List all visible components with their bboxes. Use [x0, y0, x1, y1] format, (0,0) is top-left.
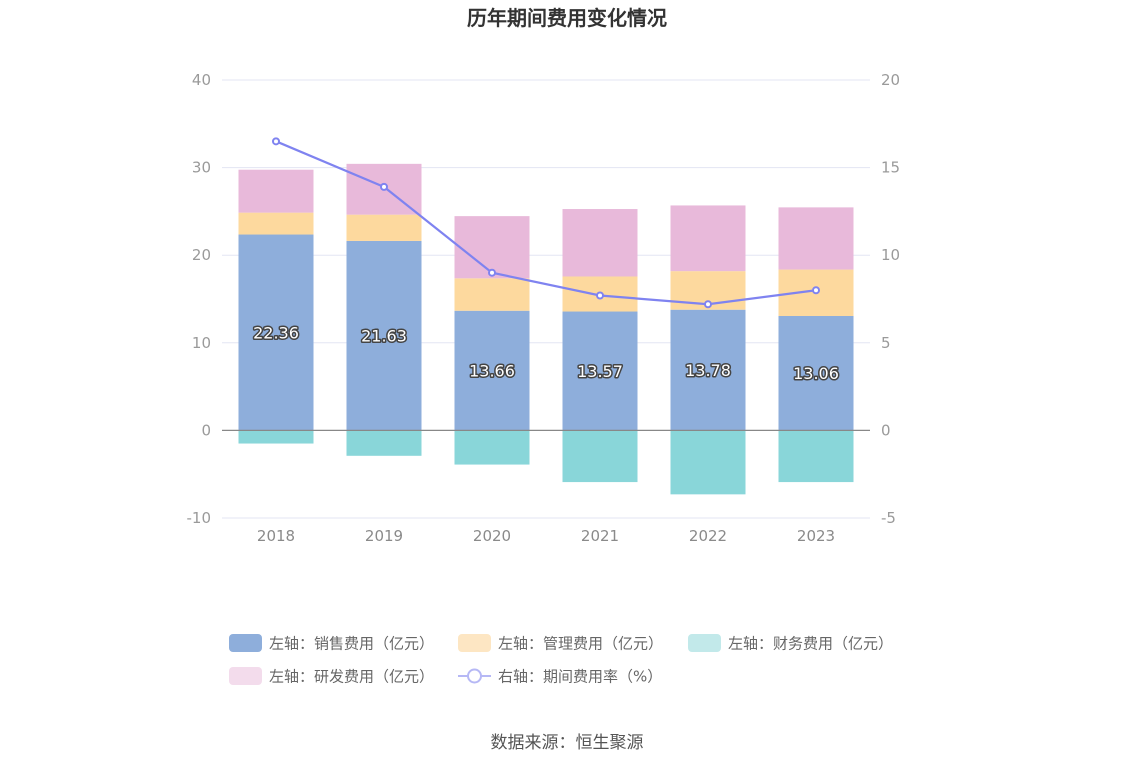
right-axis-ticks: -5 0 5 10 15 20 [881, 71, 900, 527]
rd-expense-bar [562, 209, 638, 277]
legend-item: 右轴：期间费用率（%） [458, 668, 662, 686]
sales-expense-bar [238, 234, 314, 431]
finance-expense-bar [346, 430, 422, 456]
rate-line [275, 140, 817, 306]
sales-expense-bar [346, 240, 422, 431]
x-tick-label: 2018 [257, 527, 295, 545]
legend-item: 左轴：管理费用（亿元） [458, 634, 663, 653]
sales-expense-bar [670, 309, 746, 431]
right-tick-label: 5 [881, 334, 891, 352]
bar-value-label: 13.66 [469, 362, 515, 381]
sales-expense-bar [778, 315, 854, 431]
finance-expense-bar [454, 430, 530, 465]
left-tick-label: 30 [192, 159, 211, 177]
sales-expense-bar [454, 310, 530, 431]
rd-expense-bar [778, 207, 854, 270]
left-axis-ticks: -10 0 10 20 30 40 [187, 71, 212, 527]
admin-expense-bar [346, 214, 422, 241]
legend-item: 左轴：研发费用（亿元） [229, 667, 434, 686]
finance-expense-bar [778, 430, 854, 483]
legend-swatch [229, 634, 262, 652]
expense-rate-line [272, 137, 820, 309]
admin-expense-bar [238, 212, 314, 235]
legend-label: 左轴：研发费用（亿元） [269, 668, 434, 686]
finance-expense-bar [238, 430, 314, 444]
right-tick-label: 20 [881, 71, 900, 89]
x-tick-label: 2020 [473, 527, 511, 545]
rd-expense-bar [454, 216, 530, 279]
right-tick-label: 0 [881, 421, 891, 439]
bar-value-label: 13.57 [577, 362, 623, 381]
left-tick-label: 20 [192, 246, 211, 264]
data-source: 数据来源：恒生聚源 [491, 733, 644, 753]
bar-value-labels: 22.36 21.63 13.66 13.57 13.78 13.06 [252, 322, 841, 385]
rate-point [380, 182, 388, 191]
left-tick-label: 10 [192, 334, 211, 352]
x-tick-label: 2019 [365, 527, 403, 545]
right-tick-label: 15 [881, 159, 900, 177]
rd-expense-bar [670, 205, 746, 272]
legend-label: 左轴：管理费用（亿元） [498, 635, 663, 653]
chart-title: 历年期间费用变化情况 [467, 6, 667, 30]
x-axis-ticks: 2018 2019 2020 2021 2022 2023 [257, 527, 835, 545]
legend-item: 左轴：销售费用（亿元） [229, 634, 434, 653]
legend-marker-icon [467, 668, 482, 684]
left-tick-label: -10 [187, 509, 212, 527]
legend-label: 左轴：财务费用（亿元） [728, 635, 893, 653]
bars [238, 163, 854, 495]
finance-expense-bar [562, 430, 638, 483]
rate-point [704, 300, 712, 309]
x-tick-label: 2023 [797, 527, 835, 545]
bar-value-label: 22.36 [253, 323, 299, 342]
x-tick-label: 2021 [581, 527, 619, 545]
grid-lines [222, 79, 870, 519]
bar-value-label: 13.06 [793, 364, 839, 383]
rate-point [596, 291, 604, 300]
right-tick-label: -5 [881, 509, 896, 527]
legend-item: 左轴：财务费用（亿元） [688, 634, 893, 653]
admin-expense-bar [454, 278, 530, 311]
right-tick-label: 10 [881, 246, 900, 264]
rd-expense-bar [238, 169, 314, 213]
legend-label: 右轴：期间费用率（%） [498, 668, 662, 686]
legend-swatch [688, 634, 721, 652]
left-tick-label: 0 [201, 421, 211, 439]
rate-point [488, 268, 496, 277]
legend-swatch [229, 667, 262, 685]
x-tick-label: 2022 [689, 527, 727, 545]
rate-point [812, 286, 820, 295]
legend-label: 左轴：销售费用（亿元） [269, 635, 434, 653]
legend-swatch [458, 634, 491, 652]
legend: 左轴：销售费用（亿元） 左轴：管理费用（亿元） 左轴：财务费用（亿元） 左轴：研发费用… [229, 634, 893, 686]
left-tick-label: 40 [192, 71, 211, 89]
bar-value-label: 21.63 [361, 327, 407, 346]
bar-value-label: 13.78 [685, 361, 731, 380]
sales-expense-bar [562, 311, 638, 431]
finance-expense-bar [670, 430, 746, 495]
rate-point [272, 137, 280, 146]
